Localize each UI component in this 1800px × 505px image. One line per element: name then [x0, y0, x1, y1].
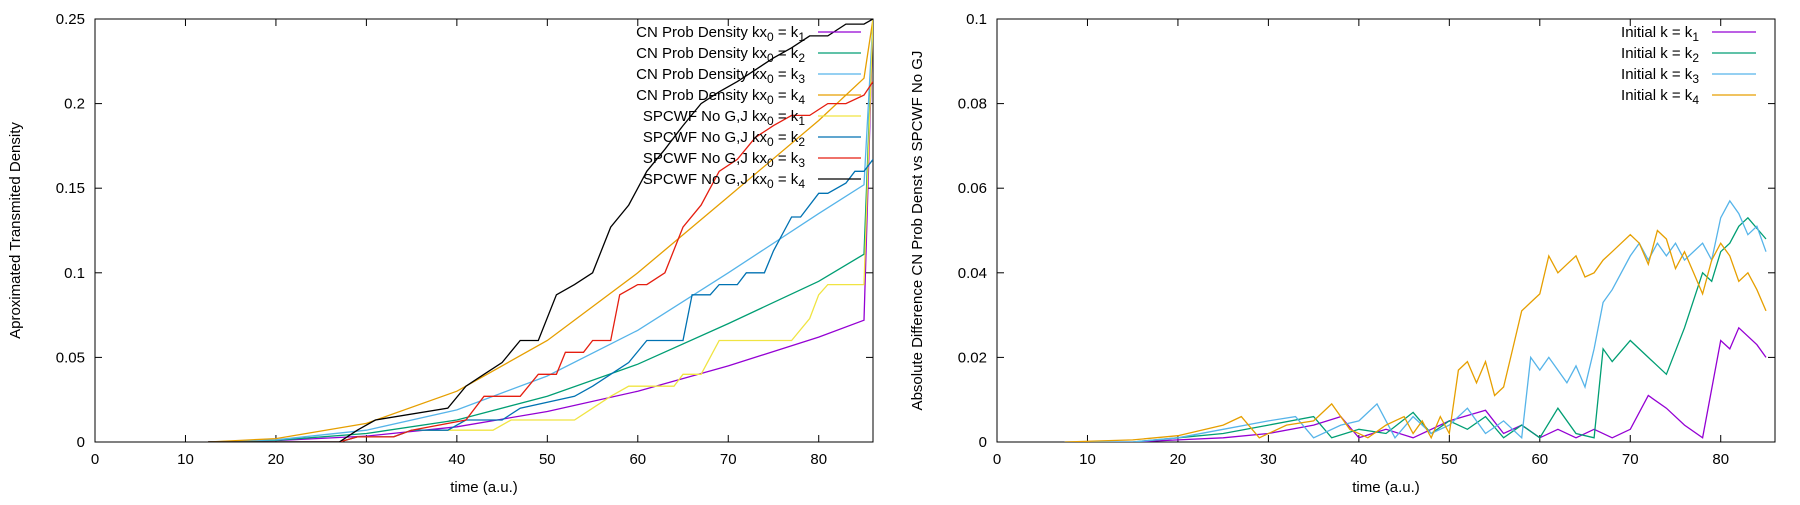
x-tick-label: 10 — [177, 451, 194, 468]
y-tick-label: 0.25 — [56, 11, 85, 28]
y-axis-label: Aproximated Transmited Density — [7, 122, 24, 339]
x-tick-label: 20 — [1170, 451, 1187, 468]
y-tick-label: 0.06 — [958, 180, 987, 197]
series-line-2 — [1064, 216, 1767, 442]
x-tick-label: 80 — [810, 451, 827, 468]
y-tick-label: 0.1 — [966, 11, 987, 28]
x-tick-label: 50 — [539, 451, 556, 468]
x-tick-label: 60 — [629, 451, 646, 468]
legend-label-6: SPCWF No G,J kx0 = k2 — [643, 129, 805, 149]
plot-frame — [996, 18, 1776, 443]
legend-label-1: CN Prob Density kx0 = k1 — [636, 24, 805, 44]
series-line-3 — [208, 19, 873, 442]
legend-label-2: CN Prob Density kx0 = k2 — [636, 45, 805, 65]
series-line-7 — [208, 81, 873, 442]
y-tick-label: 0 — [979, 434, 987, 451]
legend-label-4: Initial k = k4 — [1621, 87, 1699, 107]
x-tick-label: 10 — [1079, 451, 1096, 468]
x-tick-label: 20 — [268, 451, 285, 468]
y-tick-label: 0.1 — [64, 265, 85, 282]
series-line-1 — [208, 19, 873, 442]
legend-label-1: Initial k = k1 — [1621, 24, 1699, 44]
y-tick-label: 0 — [77, 434, 85, 451]
x-tick-label: 80 — [1712, 451, 1729, 468]
legend-label-5: SPCWF No G,J kx0 = k1 — [643, 108, 805, 128]
x-tick-label: 40 — [1351, 451, 1368, 468]
x-tick-label: 70 — [1622, 451, 1639, 468]
x-tick-label: 70 — [720, 451, 737, 468]
series-line-4 — [1064, 229, 1767, 442]
x-tick-label: 60 — [1531, 451, 1548, 468]
x-tick-label: 30 — [1260, 451, 1277, 468]
legend-label-4: CN Prob Density kx0 = k4 — [636, 87, 805, 107]
series-line-2 — [208, 19, 873, 442]
legend-label-3: CN Prob Density kx0 = k3 — [636, 66, 805, 86]
series-line-4 — [208, 19, 873, 442]
y-tick-label: 0.02 — [958, 349, 987, 366]
series-line-8 — [208, 19, 873, 442]
legend-label-2: Initial k = k2 — [1621, 45, 1699, 65]
y-tick-label: 0.05 — [56, 349, 85, 366]
legend-label-3: Initial k = k3 — [1621, 66, 1699, 86]
series-line-3 — [1064, 199, 1767, 442]
x-tick-label: 50 — [1441, 451, 1458, 468]
legend-label-7: SPCWF No G,J kx0 = k3 — [643, 150, 805, 170]
plot-frame — [94, 18, 874, 443]
x-tick-label: 40 — [449, 451, 466, 468]
series-line-1 — [1064, 326, 1767, 442]
y-axis-label: Absolute Difference CN Prob Denst vs SPC… — [909, 51, 926, 411]
chart-2: 0 10 20 30 40 50 60 70 80 0 0.02 0.04 0.06 0.08 0.1 tim… — [909, 11, 1776, 496]
y-tick-label: 0.08 — [958, 96, 987, 113]
y-tick-label: 0.2 — [64, 96, 85, 113]
x-tick-label: 0 — [91, 451, 99, 468]
y-tick-label: 0.15 — [56, 180, 85, 197]
legend-label-8: SPCWF No G,J kx0 = k4 — [643, 171, 805, 191]
x-axis-label: time (a.u.) — [1352, 479, 1420, 496]
x-axis-label: time (a.u.) — [450, 479, 518, 496]
chart-1: 0 10 20 30 40 50 60 70 80 0 0.05 0.1 0.15 0.2 0.25 time… — [7, 11, 874, 496]
series-line-6 — [208, 159, 873, 442]
y-tick-label: 0.04 — [958, 265, 987, 282]
x-tick-label: 30 — [358, 451, 375, 468]
x-tick-label: 0 — [993, 451, 1001, 468]
